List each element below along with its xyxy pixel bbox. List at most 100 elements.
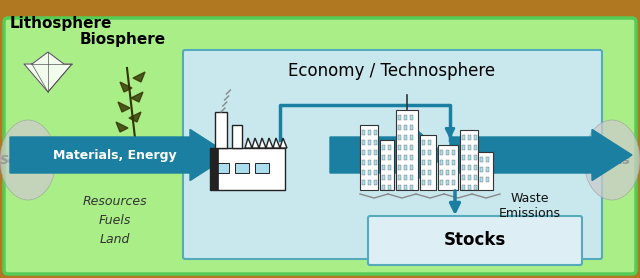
- Bar: [388, 175, 391, 180]
- Bar: [398, 135, 401, 140]
- Bar: [410, 185, 413, 190]
- Bar: [462, 165, 465, 170]
- Bar: [452, 170, 455, 175]
- Bar: [486, 167, 489, 172]
- Bar: [255, 163, 269, 173]
- Bar: [428, 170, 431, 175]
- Bar: [462, 145, 465, 150]
- Bar: [420, 135, 436, 190]
- Polygon shape: [129, 112, 141, 122]
- Bar: [404, 185, 407, 190]
- Bar: [446, 160, 449, 165]
- Bar: [232, 125, 242, 148]
- Bar: [486, 157, 489, 162]
- Bar: [480, 177, 483, 182]
- Bar: [404, 115, 407, 120]
- Bar: [468, 145, 471, 150]
- Bar: [428, 150, 431, 155]
- Polygon shape: [10, 130, 230, 180]
- Bar: [404, 145, 407, 150]
- Bar: [235, 163, 249, 173]
- Bar: [368, 170, 371, 175]
- Text: Biosphere: Biosphere: [80, 32, 166, 47]
- Bar: [388, 185, 391, 190]
- Bar: [440, 160, 443, 165]
- Bar: [398, 115, 401, 120]
- Bar: [368, 150, 371, 155]
- Text: Sinks: Sinks: [593, 153, 631, 167]
- Bar: [440, 150, 443, 155]
- Bar: [368, 160, 371, 165]
- Text: Stocks: Stocks: [444, 231, 506, 249]
- Bar: [486, 177, 489, 182]
- Bar: [474, 155, 477, 160]
- Bar: [422, 160, 425, 165]
- Bar: [396, 110, 418, 190]
- Bar: [440, 170, 443, 175]
- Bar: [368, 180, 371, 185]
- Bar: [210, 148, 285, 190]
- Text: Waste
Emissions: Waste Emissions: [499, 192, 561, 220]
- Bar: [398, 175, 401, 180]
- Bar: [404, 175, 407, 180]
- Polygon shape: [118, 102, 130, 112]
- Bar: [382, 155, 385, 160]
- Bar: [474, 185, 477, 190]
- Bar: [360, 125, 378, 190]
- Bar: [422, 180, 425, 185]
- Polygon shape: [24, 52, 72, 92]
- Bar: [474, 135, 477, 140]
- Text: Resources
Fuels
Land: Resources Fuels Land: [83, 195, 147, 246]
- Polygon shape: [120, 82, 132, 92]
- Bar: [468, 165, 471, 170]
- Bar: [410, 145, 413, 150]
- Bar: [438, 145, 458, 190]
- Bar: [380, 140, 394, 190]
- Bar: [398, 155, 401, 160]
- Bar: [410, 175, 413, 180]
- Bar: [362, 160, 365, 165]
- Polygon shape: [245, 138, 287, 148]
- Bar: [382, 165, 385, 170]
- Bar: [215, 112, 227, 148]
- Bar: [374, 170, 377, 175]
- Polygon shape: [133, 72, 145, 82]
- Bar: [410, 165, 413, 170]
- Bar: [382, 185, 385, 190]
- Bar: [428, 140, 431, 145]
- Bar: [410, 155, 413, 160]
- Bar: [474, 165, 477, 170]
- Bar: [428, 180, 431, 185]
- Bar: [474, 175, 477, 180]
- Bar: [410, 115, 413, 120]
- Bar: [388, 155, 391, 160]
- Ellipse shape: [584, 120, 640, 200]
- Bar: [468, 185, 471, 190]
- Bar: [422, 140, 425, 145]
- Polygon shape: [330, 130, 445, 180]
- FancyBboxPatch shape: [183, 50, 602, 259]
- Bar: [362, 150, 365, 155]
- Bar: [362, 180, 365, 185]
- Bar: [398, 145, 401, 150]
- Bar: [468, 135, 471, 140]
- Bar: [382, 175, 385, 180]
- Bar: [446, 170, 449, 175]
- Text: Lithosphere: Lithosphere: [10, 16, 113, 31]
- Text: Materials, Energy: Materials, Energy: [53, 150, 177, 163]
- Bar: [210, 148, 218, 190]
- Bar: [410, 125, 413, 130]
- Bar: [404, 125, 407, 130]
- Bar: [452, 160, 455, 165]
- Bar: [468, 155, 471, 160]
- Bar: [440, 180, 443, 185]
- Bar: [462, 155, 465, 160]
- Bar: [404, 165, 407, 170]
- FancyBboxPatch shape: [4, 18, 636, 274]
- Bar: [460, 130, 478, 190]
- Polygon shape: [131, 92, 143, 102]
- Bar: [398, 165, 401, 170]
- Text: Sources: Sources: [0, 153, 56, 167]
- Bar: [452, 150, 455, 155]
- Bar: [388, 145, 391, 150]
